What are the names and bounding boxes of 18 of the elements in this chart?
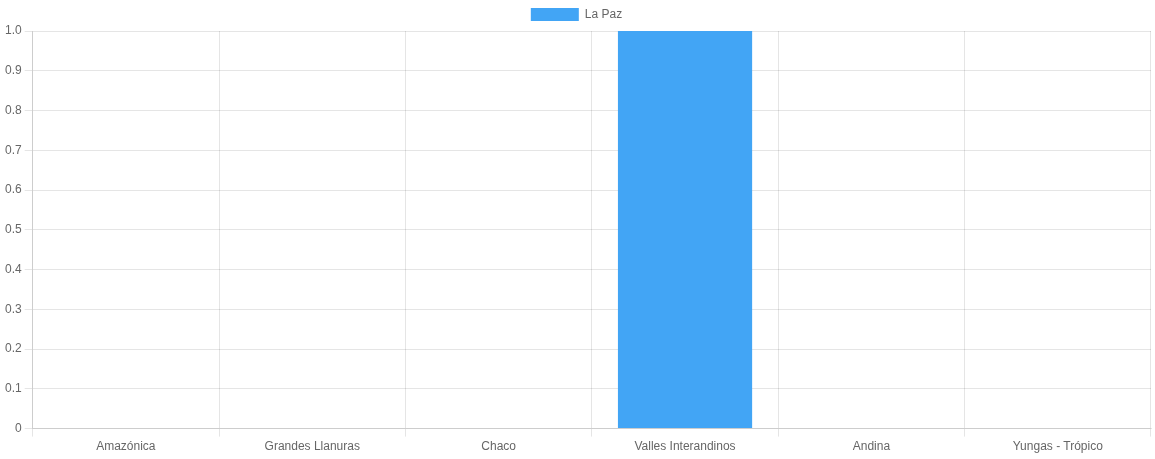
y-tick-label: 0.9	[4, 63, 22, 78]
y-tick-label: 0.7	[4, 142, 22, 157]
x-tick-label: Chaco	[481, 439, 517, 454]
x-tick-label: Yungas - Trópico	[1012, 439, 1104, 454]
y-tick-label: 0.4	[4, 261, 22, 276]
y-tick-label: 0	[14, 420, 22, 435]
y-tick-label: 1.0	[4, 23, 22, 38]
x-tick-label: Grandes Llanuras	[264, 439, 360, 454]
y-tick-label: 0.3	[4, 301, 22, 316]
x-tick-label: Amazónica	[96, 439, 156, 454]
y-tick-label: 0.6	[4, 182, 22, 197]
x-tick-label: Valles Interandinos	[634, 439, 736, 454]
y-tick-label: 0.8	[4, 102, 22, 117]
x-tick-label: Andina	[852, 439, 891, 454]
y-tick-label: 0.5	[4, 222, 22, 237]
y-tick-label: 0.1	[4, 381, 22, 396]
y-tick-label: 0.2	[4, 341, 22, 356]
legend-label: La Paz	[584, 6, 623, 21]
